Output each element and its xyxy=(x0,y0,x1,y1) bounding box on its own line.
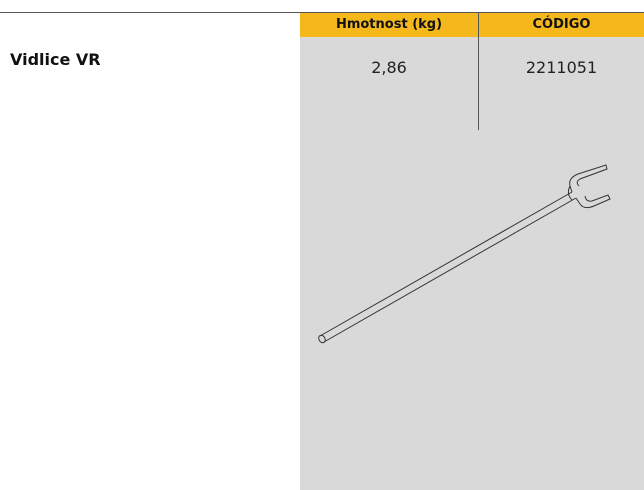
rule xyxy=(0,12,644,13)
header-cell: CÓDIGO xyxy=(479,13,644,37)
table-cell: 2,86 xyxy=(371,58,407,77)
divider xyxy=(478,13,479,130)
header-cell: Hmotnost (kg) xyxy=(300,13,478,37)
table-cell: 2211051 xyxy=(525,58,598,77)
gray-panel xyxy=(300,13,644,490)
fork-illustration xyxy=(318,164,611,344)
product-name: Vidlice VR xyxy=(10,50,101,69)
